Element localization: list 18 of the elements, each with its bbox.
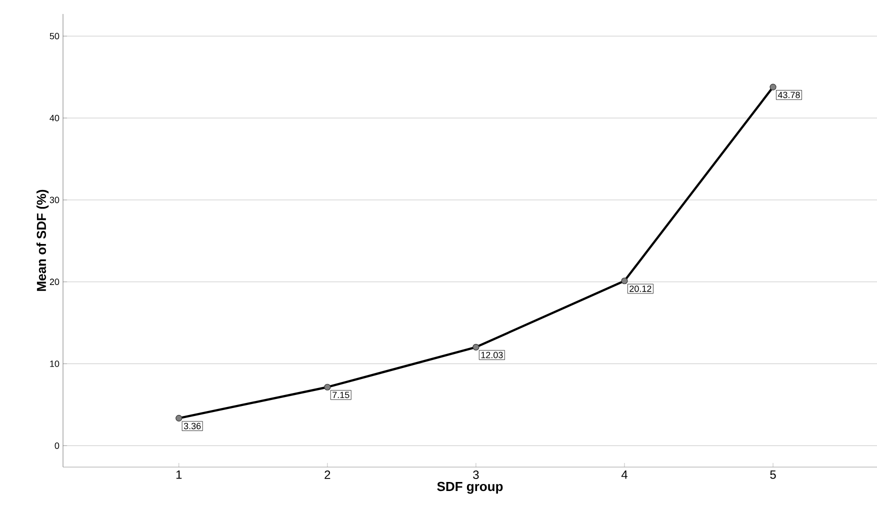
y-tick-label: 0 [54, 442, 60, 449]
y-tick-label: 40 [50, 114, 60, 122]
data-label: 7.15 [332, 392, 350, 398]
y-tick-label: 30 [50, 196, 60, 204]
data-label: 3.36 [184, 422, 201, 430]
x-tick-label: 3 [473, 470, 479, 480]
y-tick-label: 20 [50, 278, 60, 286]
y-axis-title: Mean of SDF (%) [36, 190, 49, 291]
x-tick-label: 2 [324, 470, 330, 479]
data-label: 20.12 [630, 286, 652, 292]
x-tick-label: 5 [770, 470, 776, 479]
x-tick-label: 4 [621, 470, 628, 479]
y-tick-label: 10 [50, 360, 60, 367]
data-label: 12.03 [481, 352, 503, 358]
x-tick-label: 1 [176, 470, 182, 479]
x-axis-title: SDF group [437, 482, 503, 494]
y-tick-label: 50 [50, 32, 60, 40]
data-label: 43.78 [778, 92, 800, 98]
